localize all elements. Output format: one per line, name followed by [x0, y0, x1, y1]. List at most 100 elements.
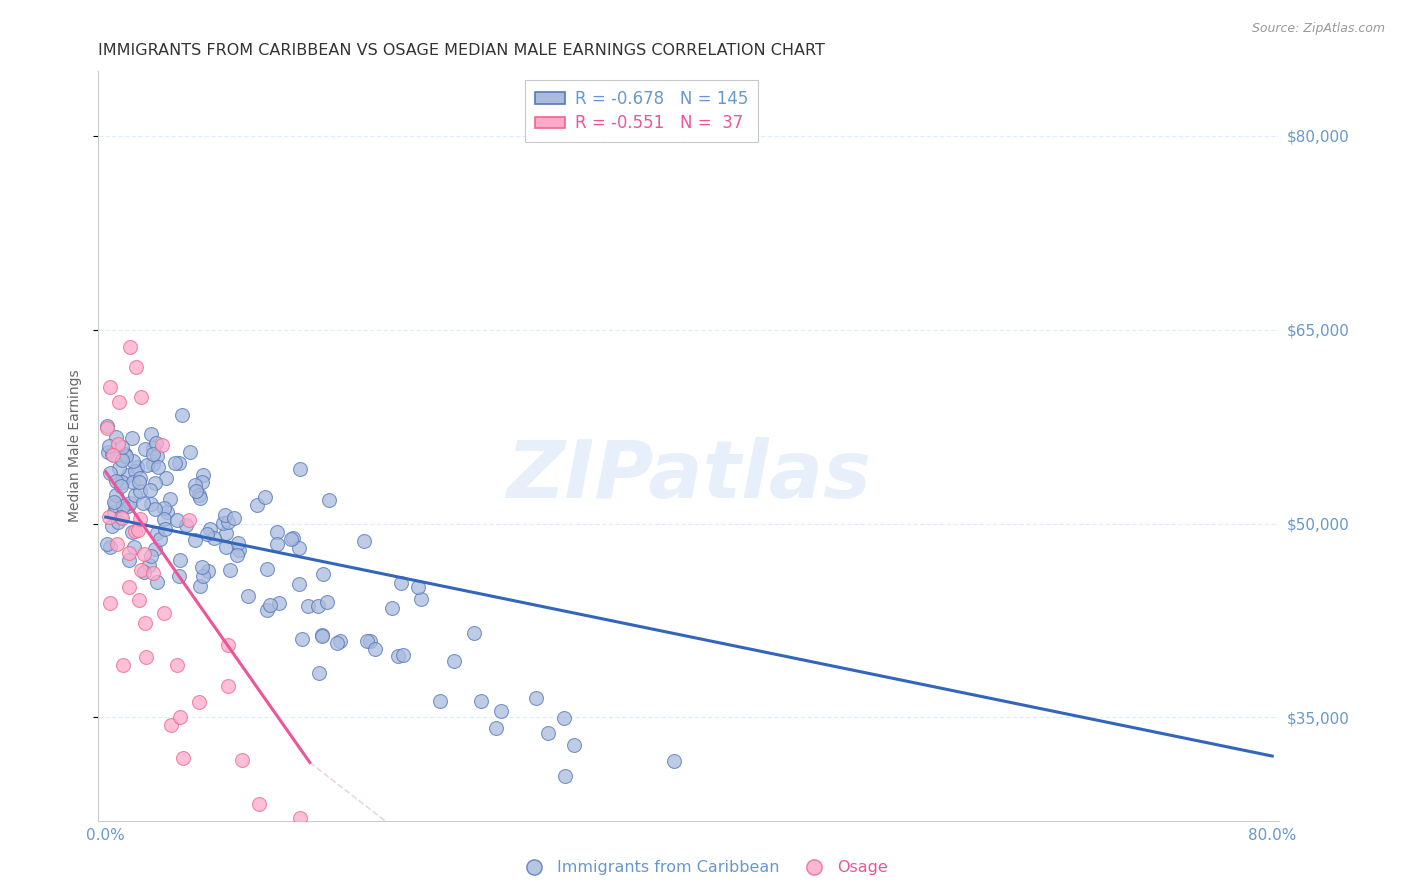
- Point: [169, 710, 191, 724]
- Point: [118, 580, 141, 594]
- Point: [139, 549, 162, 564]
- Point: [163, 456, 186, 470]
- Point: [387, 648, 409, 663]
- Point: [97, 445, 120, 459]
- Point: [96, 418, 118, 433]
- Point: [138, 483, 160, 498]
- Point: [114, 450, 136, 464]
- Point: [152, 500, 174, 515]
- Point: [470, 694, 492, 708]
- Point: [554, 769, 576, 783]
- Point: [127, 523, 149, 537]
- Point: [111, 441, 134, 455]
- Point: [228, 535, 250, 549]
- Point: [353, 534, 375, 549]
- Point: [142, 457, 165, 471]
- Point: [155, 471, 177, 485]
- Point: [356, 633, 378, 648]
- Point: [537, 725, 560, 739]
- Point: [392, 648, 415, 662]
- Point: [179, 445, 201, 459]
- Point: [128, 475, 150, 489]
- Point: [288, 541, 311, 556]
- Point: [139, 497, 162, 511]
- Point: [409, 592, 432, 607]
- Point: [121, 524, 143, 539]
- Point: [188, 491, 211, 505]
- Point: [217, 679, 239, 693]
- Point: [112, 658, 135, 673]
- Point: [283, 531, 305, 545]
- Point: [553, 711, 575, 725]
- Point: [118, 546, 141, 560]
- Point: [111, 453, 134, 467]
- Point: [103, 495, 125, 509]
- Point: [143, 475, 166, 490]
- Point: [184, 533, 207, 547]
- Point: [107, 437, 129, 451]
- Point: [145, 436, 167, 450]
- Point: [153, 522, 176, 536]
- Point: [247, 797, 270, 811]
- Point: [146, 574, 169, 589]
- Point: [318, 492, 340, 507]
- Point: [128, 484, 150, 499]
- Point: [429, 694, 451, 708]
- Point: [214, 508, 236, 523]
- Point: [184, 483, 207, 498]
- Point: [166, 658, 188, 673]
- Point: [222, 511, 245, 525]
- Point: [177, 513, 200, 527]
- Point: [170, 408, 193, 422]
- Y-axis label: Median Male Earnings: Median Male Earnings: [69, 369, 83, 523]
- Point: [110, 510, 132, 524]
- Point: [139, 427, 162, 442]
- Point: [359, 634, 381, 648]
- Point: [120, 340, 142, 354]
- Point: [259, 598, 281, 612]
- Point: [96, 537, 118, 551]
- Point: [329, 633, 352, 648]
- Point: [290, 632, 312, 646]
- Point: [266, 525, 288, 540]
- Point: [159, 492, 181, 507]
- Point: [129, 390, 152, 404]
- Point: [311, 627, 333, 641]
- Point: [143, 501, 166, 516]
- Point: [98, 596, 121, 610]
- Point: [311, 629, 333, 643]
- Point: [110, 479, 132, 493]
- Text: ZIPatlas: ZIPatlas: [506, 437, 872, 515]
- Point: [184, 478, 207, 492]
- Point: [193, 468, 215, 483]
- Point: [489, 704, 512, 718]
- Point: [219, 563, 242, 577]
- Point: [212, 516, 235, 530]
- Point: [129, 512, 152, 526]
- Point: [124, 540, 146, 554]
- Legend: Immigrants from Caribbean, Osage: Immigrants from Caribbean, Osage: [512, 854, 894, 881]
- Point: [143, 541, 166, 556]
- Point: [124, 464, 146, 478]
- Point: [117, 467, 139, 482]
- Point: [135, 650, 157, 665]
- Text: Source: ZipAtlas.com: Source: ZipAtlas.com: [1251, 22, 1385, 36]
- Point: [132, 566, 155, 580]
- Point: [381, 601, 404, 615]
- Point: [146, 450, 169, 464]
- Point: [256, 562, 278, 576]
- Point: [101, 448, 124, 462]
- Point: [101, 447, 124, 461]
- Point: [142, 447, 165, 461]
- Point: [231, 754, 253, 768]
- Point: [118, 552, 141, 566]
- Text: IMMIGRANTS FROM CARIBBEAN VS OSAGE MEDIAN MALE EARNINGS CORRELATION CHART: IMMIGRANTS FROM CARIBBEAN VS OSAGE MEDIA…: [98, 43, 825, 58]
- Point: [364, 641, 387, 656]
- Point: [136, 458, 159, 472]
- Point: [253, 490, 276, 504]
- Point: [238, 589, 260, 603]
- Point: [120, 496, 142, 510]
- Point: [266, 537, 288, 551]
- Point: [101, 518, 124, 533]
- Point: [172, 751, 194, 765]
